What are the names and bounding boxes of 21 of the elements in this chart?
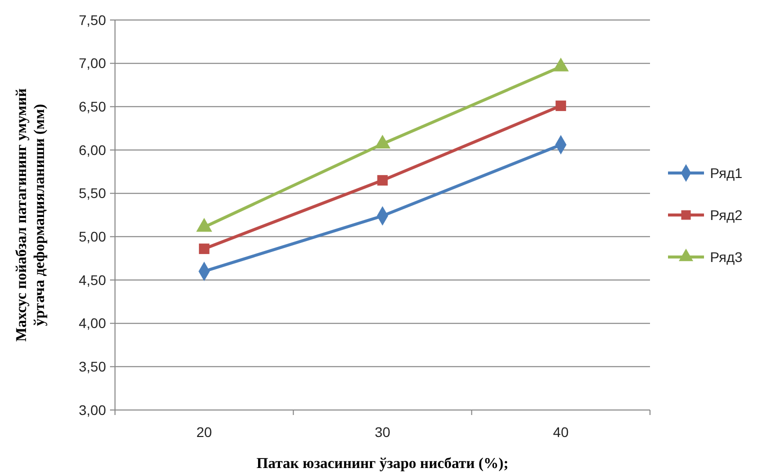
legend-label: Ряд1 bbox=[710, 164, 743, 181]
legend-label: Ряд3 bbox=[710, 248, 743, 265]
x-tick-label: 20 bbox=[196, 424, 212, 440]
y-tick-label: 6,00 bbox=[78, 142, 106, 158]
point bbox=[198, 244, 210, 254]
y-tick-label: 7,00 bbox=[78, 55, 106, 72]
legend-label: Ряд2 bbox=[710, 206, 743, 223]
x-tick-label: 30 bbox=[374, 424, 390, 440]
x-axis-title: Патак юзасининг ўзаро нисбати (%); bbox=[256, 456, 509, 472]
y-tick-label: 4,50 bbox=[78, 272, 106, 288]
y-axis-title: Махсус пойабзал патагининг умумий ўртача деформацияланиши (мм) bbox=[14, 88, 48, 342]
y-tick-label: 4,00 bbox=[78, 315, 106, 332]
point bbox=[377, 175, 388, 186]
y-tick-label: 3,00 bbox=[78, 402, 106, 418]
y-tick-label: 6,50 bbox=[78, 98, 106, 115]
x-tick-label: 40 bbox=[553, 424, 569, 440]
y-tick-label: 3,50 bbox=[78, 358, 106, 375]
y-tick-label: 5,00 bbox=[78, 228, 106, 245]
y-tick-label: 7,50 bbox=[78, 12, 106, 28]
point bbox=[556, 100, 566, 112]
y-tick-label: 5,50 bbox=[78, 185, 106, 202]
